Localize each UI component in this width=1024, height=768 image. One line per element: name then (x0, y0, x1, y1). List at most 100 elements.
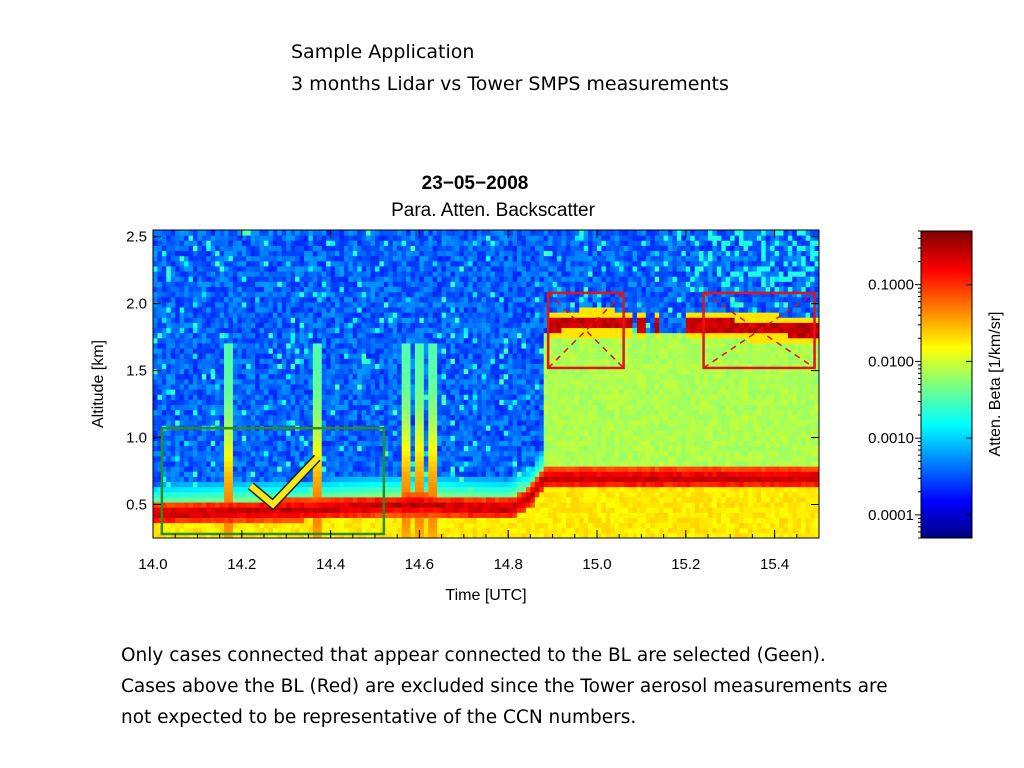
heatmap-cell (414, 450, 420, 457)
heatmap-cell (392, 471, 398, 477)
heatmap-cell (170, 363, 176, 370)
heatmap-cell (250, 507, 256, 513)
heatmap-cell (308, 332, 314, 339)
heatmap-cell (419, 307, 425, 313)
heatmap-cell (366, 399, 372, 406)
heatmap-cell (343, 337, 349, 344)
heatmap-cell (175, 527, 181, 534)
heatmap-cell (401, 240, 407, 246)
heatmap-cell (490, 532, 496, 538)
heatmap-cell (317, 317, 323, 323)
heatmap-cell (414, 389, 420, 395)
heatmap-cell (286, 378, 292, 385)
heatmap-cell (312, 353, 318, 359)
heatmap-cell (303, 476, 309, 483)
heatmap-cell (250, 363, 256, 370)
heatmap-cell (264, 291, 269, 298)
heatmap-cell (188, 481, 194, 488)
heatmap-cell (401, 265, 407, 272)
heatmap-cell (512, 481, 518, 488)
heatmap-cell (366, 337, 372, 344)
heatmap-cell (494, 337, 500, 344)
heatmap-cell (228, 419, 234, 426)
heatmap-cell (166, 450, 172, 457)
heatmap-cell (246, 301, 252, 308)
heatmap-cell (517, 271, 523, 277)
heatmap-cell (241, 527, 247, 534)
heatmap-cell (299, 414, 305, 421)
heatmap-cell (441, 307, 447, 313)
heatmap-cell (468, 496, 474, 503)
heatmap-cell (486, 342, 491, 349)
heatmap-cell (508, 296, 514, 303)
heatmap-cell (321, 471, 327, 477)
heatmap-cell (432, 276, 438, 282)
heatmap-cell (157, 281, 163, 287)
heatmap-cell (277, 250, 283, 257)
heatmap-cell (366, 373, 372, 380)
heatmap-cell (170, 527, 176, 534)
heatmap-cell (192, 250, 198, 257)
heatmap-cell (423, 296, 429, 303)
heatmap-cell (410, 296, 416, 303)
heatmap-cell (379, 502, 385, 508)
heatmap-cell (459, 425, 465, 431)
heatmap-cell (241, 414, 247, 421)
heatmap-cell (499, 445, 505, 452)
heatmap-cell (388, 348, 394, 354)
heatmap-cell (259, 389, 265, 395)
heatmap-cell (512, 358, 518, 364)
heatmap-cell (157, 389, 163, 395)
heatmap-cell (428, 450, 434, 457)
heatmap-cell (472, 517, 478, 524)
heatmap-cell (335, 358, 340, 364)
heatmap-cell (406, 358, 412, 364)
heatmap-cell (459, 250, 465, 257)
heatmap-cell (317, 507, 323, 513)
heatmap-cell (406, 450, 412, 457)
heatmap-cell (286, 281, 292, 287)
heatmap-cell (188, 353, 194, 359)
heatmap-cell (264, 394, 269, 400)
heatmap-cell (326, 409, 332, 416)
heatmap-cell (414, 271, 420, 277)
heatmap-cell (241, 332, 247, 339)
heatmap-cell (406, 471, 412, 477)
heatmap-cell (477, 399, 483, 406)
heatmap-cell (348, 276, 354, 282)
heatmap-cell (290, 276, 296, 282)
heatmap-cell (192, 255, 198, 262)
heatmap-cell (206, 317, 212, 323)
heatmap-cell (170, 414, 176, 421)
heatmap-cell (463, 445, 469, 452)
heatmap-cell (410, 337, 416, 344)
heatmap-cell (339, 461, 345, 467)
heatmap-cell (250, 461, 256, 467)
heatmap-cell (290, 394, 296, 400)
heatmap-cell (512, 265, 518, 272)
heatmap-cell (401, 312, 407, 318)
heatmap-cell (397, 327, 403, 334)
heatmap-cell (499, 476, 505, 483)
heatmap-cell (290, 342, 296, 349)
heatmap-cell (219, 353, 225, 359)
heatmap-cell (335, 486, 340, 493)
heatmap-cell (499, 260, 505, 267)
heatmap-cell (361, 250, 367, 257)
heatmap-cell (219, 435, 225, 441)
heatmap-cell (153, 240, 158, 246)
heatmap-cell (277, 404, 283, 411)
heatmap-cell (383, 291, 389, 298)
heatmap-cell (259, 255, 265, 262)
heatmap-cell (517, 476, 523, 483)
heatmap-cell (170, 250, 176, 257)
heatmap-cell (432, 317, 438, 323)
heatmap-cell (499, 317, 505, 323)
heatmap-cell (250, 342, 256, 349)
heatmap-cell (481, 532, 487, 538)
heatmap-cell (166, 255, 172, 262)
heatmap-cell (486, 471, 491, 477)
heatmap-cell (299, 235, 305, 241)
heatmap-cell (348, 332, 354, 339)
heatmap-cell (166, 461, 172, 467)
